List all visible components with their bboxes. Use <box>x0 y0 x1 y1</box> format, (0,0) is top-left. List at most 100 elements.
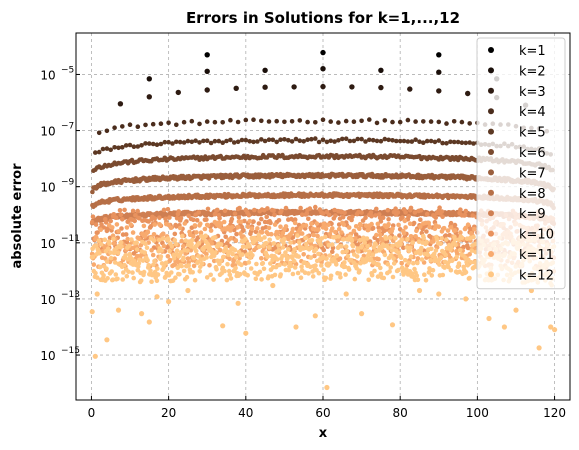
point-k=10 <box>194 218 200 223</box>
point-k=12 <box>296 254 302 259</box>
point-k=12 <box>390 274 396 280</box>
point-k=12 <box>265 254 270 260</box>
point-k=12 <box>316 251 321 257</box>
point-k=12 <box>101 273 106 278</box>
point-k=10 <box>439 209 445 214</box>
point-k=5 <box>131 144 137 149</box>
point-k=5 <box>158 141 164 147</box>
point-k=4 <box>289 119 295 124</box>
point-k=5 <box>401 138 407 144</box>
point-outlier <box>359 311 365 317</box>
point-k=12 <box>429 273 435 278</box>
point-k=2 <box>262 67 268 74</box>
point-k=10 <box>252 207 257 213</box>
point-k=4 <box>397 119 403 125</box>
point-k=5 <box>204 138 210 143</box>
point-outlier <box>92 353 98 359</box>
y-tick-label: 10 <box>40 125 55 139</box>
point-k=12 <box>328 273 334 279</box>
point-k=5 <box>432 139 438 145</box>
y-tick-label: 10 <box>40 237 55 251</box>
x-tick-label: 100 <box>466 406 489 420</box>
point-k=4 <box>166 120 171 125</box>
point-k=12 <box>213 250 218 255</box>
point-k=10 <box>463 208 469 214</box>
point-k=5 <box>135 144 141 149</box>
point-k=4 <box>158 121 164 126</box>
point-k=12 <box>212 235 217 240</box>
point-k=12 <box>456 261 462 266</box>
legend-label: k=12 <box>519 268 554 283</box>
point-k=11 <box>245 224 251 230</box>
point-k=12 <box>267 237 273 243</box>
point-k=1 <box>436 52 442 58</box>
point-k=12 <box>190 270 195 275</box>
point-k=12 <box>261 266 267 272</box>
point-k=11 <box>249 226 255 231</box>
point-k=12 <box>224 277 230 283</box>
point-k=4 <box>150 121 156 127</box>
point-outlier <box>536 345 542 351</box>
point-k=12 <box>422 272 427 278</box>
point-k=12 <box>158 254 164 259</box>
point-k=12 <box>163 260 169 266</box>
y-tick-label: 10 <box>40 68 55 82</box>
point-k=12 <box>126 269 131 275</box>
point-k=5 <box>104 146 110 151</box>
point-k=12 <box>316 270 322 276</box>
point-k=12 <box>428 258 434 263</box>
point-k=11 <box>161 243 167 249</box>
point-k=11 <box>386 222 391 227</box>
point-k=2 <box>320 66 326 72</box>
point-k=5 <box>386 137 391 143</box>
point-k=10 <box>93 222 99 227</box>
point-k=12 <box>129 237 134 242</box>
point-k=12 <box>303 235 308 241</box>
point-k=5 <box>343 136 349 141</box>
point-k=10 <box>395 210 401 215</box>
point-k=4 <box>228 117 233 123</box>
point-k=12 <box>398 255 404 260</box>
point-k=12 <box>237 271 243 277</box>
point-k=11 <box>301 252 307 257</box>
point-k=5 <box>347 138 353 144</box>
point-k=5 <box>116 145 121 151</box>
point-k=4 <box>220 120 225 125</box>
point-k=5 <box>239 137 245 143</box>
y-tick-exponent: −15 <box>61 346 80 356</box>
point-k=12 <box>233 265 238 271</box>
point-k=4 <box>197 121 202 127</box>
point-k=10 <box>130 208 136 214</box>
point-k=5 <box>108 147 113 153</box>
point-k=12 <box>356 249 361 254</box>
point-k=11 <box>316 227 321 232</box>
point-k=12 <box>444 237 449 242</box>
point-k=11 <box>323 226 329 231</box>
point-k=11 <box>116 229 121 234</box>
point-k=5 <box>100 146 106 152</box>
point-k=12 <box>118 240 124 245</box>
point-k=12 <box>467 275 472 281</box>
point-k=10 <box>265 206 270 211</box>
point-k=11 <box>228 235 234 241</box>
point-k=12 <box>338 275 343 280</box>
point-k=12 <box>275 257 280 262</box>
point-k=4 <box>143 122 148 128</box>
point-k=5 <box>185 138 191 144</box>
point-k=11 <box>401 231 407 236</box>
point-k=12 <box>313 263 318 268</box>
point-k=5 <box>193 138 198 143</box>
point-k=5 <box>147 141 152 146</box>
point-k=4 <box>413 119 418 124</box>
point-k=12 <box>363 248 368 253</box>
point-k=4 <box>251 117 256 122</box>
point-k=11 <box>198 221 203 226</box>
point-k=4 <box>359 118 364 124</box>
chart-title: Errors in Solutions for k=1,...,12 <box>186 9 460 27</box>
point-k=10 <box>350 214 355 220</box>
point-k=12 <box>130 270 135 275</box>
point-k=12 <box>233 255 239 260</box>
point-k=12 <box>365 244 370 249</box>
point-k=12 <box>309 238 315 243</box>
